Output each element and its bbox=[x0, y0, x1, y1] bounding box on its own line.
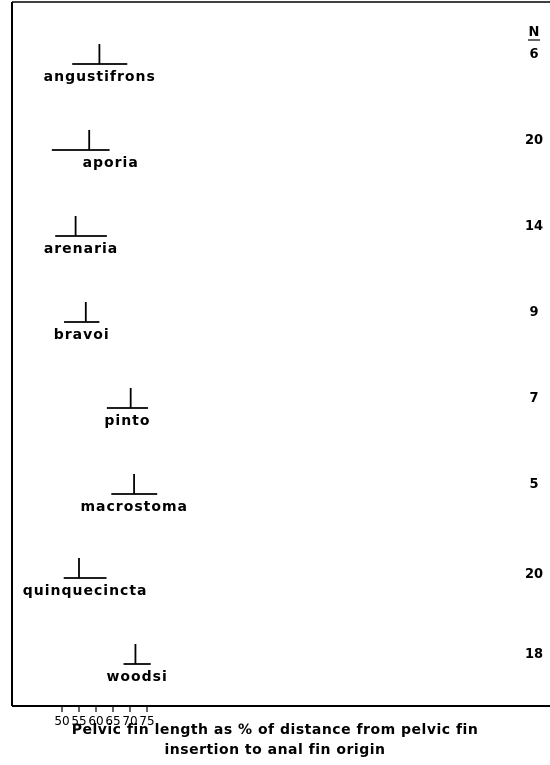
x-tick-label: 65 bbox=[105, 714, 120, 728]
species-label: arenaria bbox=[44, 241, 118, 257]
x-tick-label: 55 bbox=[71, 714, 86, 728]
n-value: 20 bbox=[525, 133, 543, 148]
species-row: aporia 20 bbox=[51, 130, 543, 171]
species-row: pinto 7 bbox=[104, 388, 539, 429]
n-value: 5 bbox=[529, 477, 538, 492]
n-header: N bbox=[529, 25, 540, 40]
n-value: 7 bbox=[529, 391, 538, 406]
species-label: angustifrons bbox=[44, 69, 156, 85]
species-label: macrostoma bbox=[80, 499, 188, 515]
x-tick-label: 70 bbox=[122, 714, 137, 728]
x-axis-label-line1: Pelvic fin length as % of distance from … bbox=[71, 722, 479, 738]
species-label: aporia bbox=[83, 155, 139, 171]
x-tick-label: 50 bbox=[54, 714, 69, 728]
species-label: quinquecincta bbox=[23, 583, 148, 599]
n-value: 14 bbox=[525, 219, 543, 234]
species-row: quinquecincta 20 bbox=[23, 558, 543, 599]
species-row: woodsi 18 bbox=[106, 644, 543, 685]
n-value: 18 bbox=[525, 647, 543, 662]
n-value: 9 bbox=[529, 305, 538, 320]
species-row: arenaria 14 bbox=[44, 216, 543, 257]
x-axis-label-line2: insertion to anal fin origin bbox=[164, 742, 386, 758]
n-value: 6 bbox=[529, 47, 538, 62]
species-label: woodsi bbox=[106, 669, 167, 685]
x-tick-label: 60 bbox=[88, 714, 103, 728]
species-row: bravoi 9 bbox=[54, 302, 539, 343]
x-tick-label: 75 bbox=[139, 714, 154, 728]
species-label: pinto bbox=[104, 413, 150, 429]
n-value: 20 bbox=[525, 567, 543, 582]
species-row: macrostoma 5 bbox=[80, 474, 539, 515]
species-row: angustifrons 6 bbox=[44, 44, 539, 85]
species-label: bravoi bbox=[54, 327, 110, 343]
